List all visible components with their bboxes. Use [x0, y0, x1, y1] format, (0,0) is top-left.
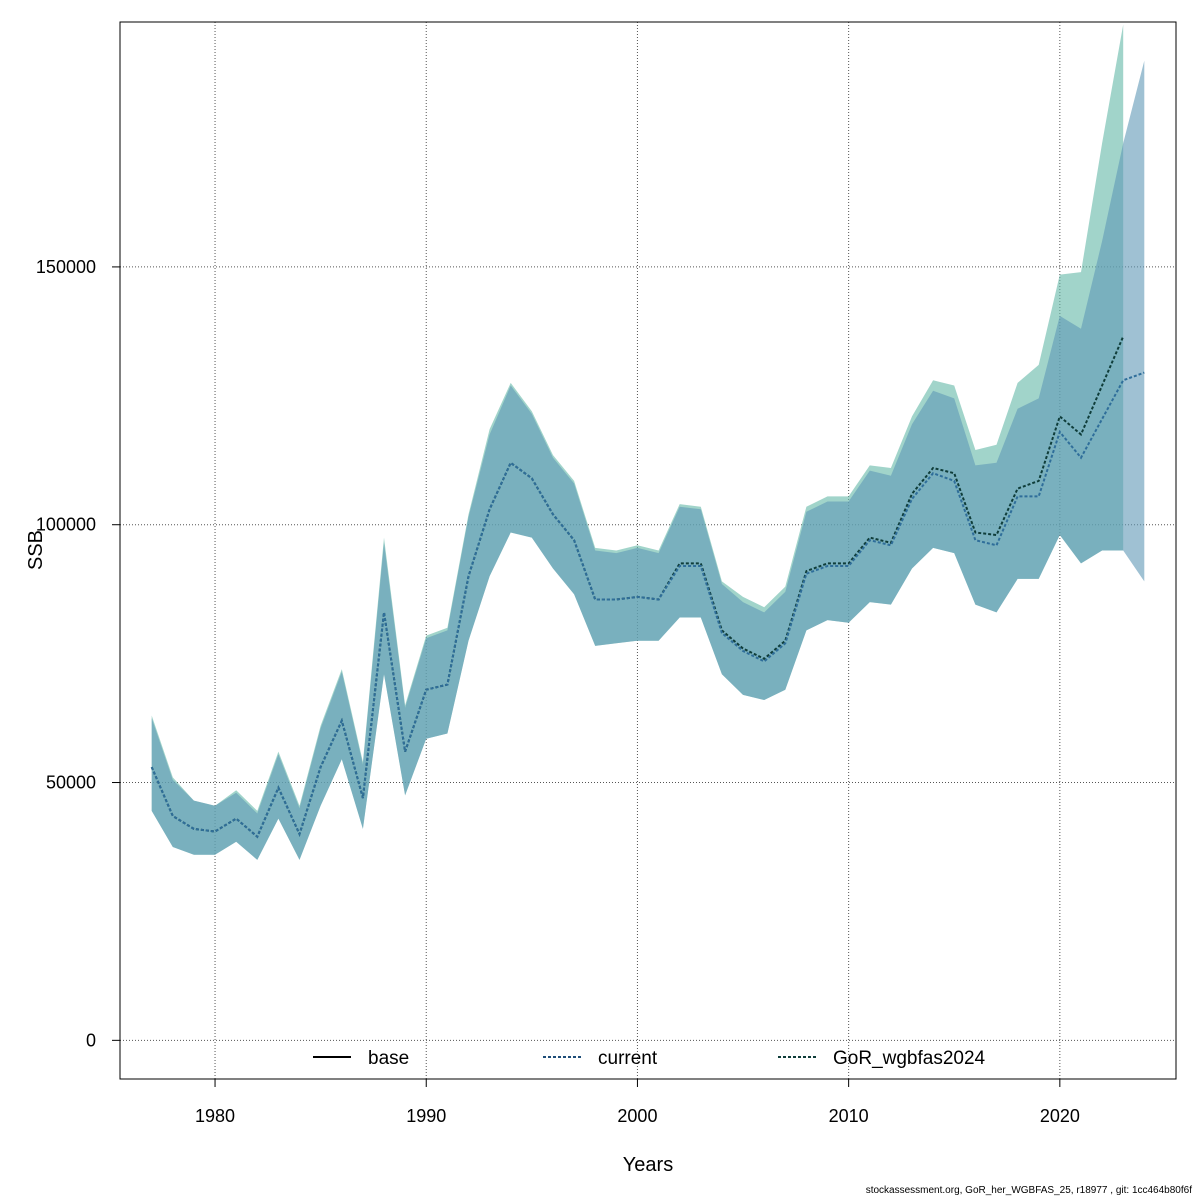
legend: base current GoR_wgbfas2024 — [313, 1048, 986, 1069]
legend-label-GoR_wgbfas2024: GoR_wgbfas2024 — [833, 1048, 986, 1069]
legend-label-base: base — [368, 1048, 409, 1069]
series-lines — [150, 336, 1145, 839]
y-axis: 0 50000 100000 150000 — [36, 257, 120, 1050]
x-axis-title: Years — [623, 1154, 673, 1176]
plot-frame — [119, 21, 1177, 1080]
footer-credit: stockassessment.org, GoR_her_WGBFAS_25, … — [865, 1185, 1192, 1196]
x-axis: 1980 1990 2000 2010 2020 — [195, 1079, 1080, 1126]
y-axis-title: SSB — [25, 530, 47, 570]
y-tick-label-0: 0 — [86, 1030, 96, 1050]
x-tick-label-2020: 2020 — [1040, 1106, 1080, 1126]
x-tick-label-2010: 2010 — [829, 1106, 869, 1126]
y-tick-label-50000: 50000 — [46, 773, 96, 793]
x-tick-label-2000: 2000 — [617, 1106, 657, 1126]
legend-label-current: current — [598, 1048, 658, 1069]
y-tick-label-100000: 100000 — [36, 515, 96, 535]
band-current — [151, 60, 1145, 860]
x-tick-label-1990: 1990 — [406, 1106, 446, 1126]
y-tick-label-150000: 150000 — [36, 257, 96, 277]
confidence-bands — [151, 24, 1145, 860]
line-current — [150, 371, 1145, 839]
x-tick-label-1980: 1980 — [195, 1106, 235, 1126]
